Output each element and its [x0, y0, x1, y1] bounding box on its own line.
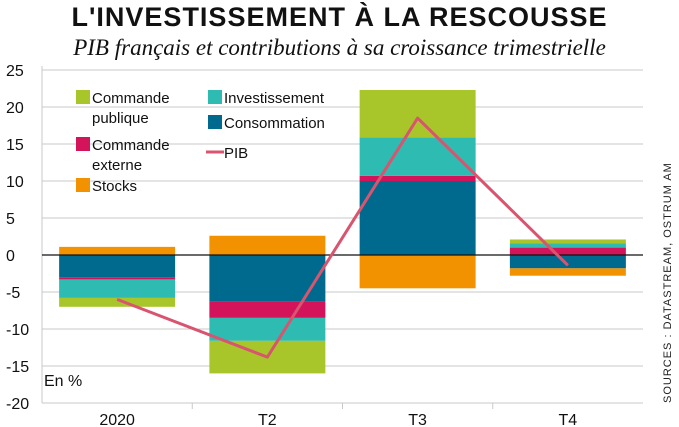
pib-series-line — [116, 116, 569, 359]
x-tick-label: T4 — [559, 412, 578, 427]
bar-commande_publique — [59, 297, 176, 307]
bars — [59, 89, 626, 374]
legend-swatch-commande_externe — [76, 137, 90, 151]
legend-label: PIB — [224, 145, 248, 162]
legend-swatch-commande_publique — [76, 90, 90, 104]
y-tick-label: 10 — [6, 174, 24, 191]
y-tick-label: -15 — [6, 359, 29, 376]
bar-commande_publique — [509, 239, 626, 244]
bar-commande_externe — [59, 277, 176, 280]
bar-commande_externe — [209, 301, 326, 318]
y-tick-label: -10 — [6, 322, 29, 339]
x-axis-ticks: 2020 T2 T3 T4 — [99, 412, 577, 427]
chart-subtitle: PIB français et contributions à sa crois… — [73, 35, 606, 60]
bar-stocks — [509, 268, 626, 276]
bar-consommation — [59, 255, 176, 278]
legend-label: Consommation — [224, 115, 325, 132]
pib-line — [116, 116, 569, 359]
y-tick-label: 20 — [6, 100, 24, 117]
chart-title: L'INVESTISSEMENT À LA RESCOUSSE — [71, 2, 608, 32]
unit-label: En % — [44, 373, 82, 390]
bar-consommation — [509, 255, 626, 269]
legend-label-line2: externe — [92, 157, 142, 174]
bar-stocks — [59, 246, 176, 255]
bar-investissement — [209, 317, 326, 341]
legend-swatch-stocks — [76, 178, 90, 192]
bar-stocks — [359, 255, 476, 289]
legend-label: Stocks — [92, 178, 137, 195]
y-tick-label: 25 — [6, 63, 24, 80]
bar-commande_externe — [359, 175, 476, 181]
bar-stocks — [209, 235, 326, 255]
legend-label: Commande — [92, 137, 170, 154]
legend-swatch-consommation — [208, 115, 222, 129]
x-tick-label: T2 — [258, 412, 277, 427]
x-tick-label: T3 — [408, 412, 427, 427]
bar-investissement — [509, 243, 626, 248]
legend-label: Commande — [92, 90, 170, 107]
x-tick-label: 2020 — [99, 412, 135, 427]
y-tick-label: 5 — [6, 211, 15, 228]
legend-label-line2: publique — [92, 110, 149, 127]
y-tick-label: -5 — [6, 285, 20, 302]
y-tick-label: -20 — [6, 396, 29, 413]
legend-label: Investissement — [224, 90, 325, 107]
source-note: SOURCES : DATASTREAM, OSTRUM AM — [662, 162, 674, 403]
bar-commande_publique — [359, 89, 476, 138]
grid-lines — [41, 66, 643, 409]
bar-investissement — [59, 279, 176, 298]
y-tick-label: 0 — [6, 248, 15, 265]
legend-swatch-investissement — [208, 90, 222, 104]
bar-commande_externe — [509, 247, 626, 255]
y-axis-ticks: -20 -15 -10 -5 0 5 10 15 20 25 — [6, 63, 29, 413]
bar-consommation — [359, 181, 476, 255]
legend: Commande publique Commande externe Stocks Inv… — [76, 90, 325, 195]
y-tick-label: 15 — [6, 137, 24, 154]
